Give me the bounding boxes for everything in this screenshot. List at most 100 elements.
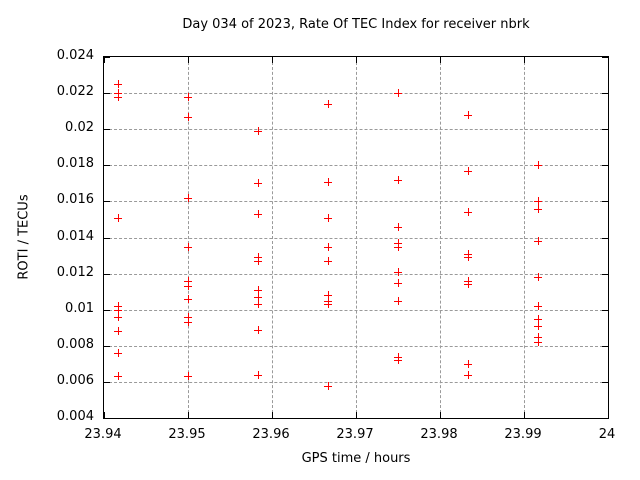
x-tick-mark: [356, 412, 357, 418]
data-point: [324, 256, 333, 265]
data-point: [114, 80, 123, 89]
x-tick-mark: [608, 57, 609, 63]
x-gridline: [356, 57, 357, 418]
data-point: [184, 276, 192, 285]
data-point: [253, 293, 262, 302]
y-tick-mark: [602, 165, 608, 166]
data-point: [324, 242, 333, 251]
y-tick-mark: [602, 274, 608, 275]
data-point: [463, 208, 472, 217]
data-point: [324, 213, 333, 222]
y-tick-mark: [602, 310, 608, 311]
data-point: [114, 372, 123, 381]
y-tick-mark: [602, 382, 608, 383]
data-point: [534, 314, 543, 323]
data-point: [253, 300, 262, 309]
data-point: [534, 197, 543, 206]
x-axis-label: GPS time / hours: [301, 451, 411, 466]
y-tick-mark: [602, 57, 608, 58]
data-point: [394, 175, 402, 184]
data-point: [394, 89, 402, 98]
x-tick-mark: [188, 57, 189, 63]
x-tick-mark: [440, 57, 441, 63]
plot-area: [103, 56, 609, 419]
y-tick-mark: [104, 93, 110, 94]
x-gridline: [440, 57, 441, 418]
y-tick-mark: [104, 201, 110, 202]
data-point: [184, 294, 192, 303]
data-point: [534, 237, 543, 246]
data-point: [114, 349, 123, 358]
x-tick-label: 24: [598, 427, 616, 442]
data-point: [184, 193, 192, 202]
data-point: [253, 325, 262, 334]
y-tick-mark: [602, 418, 608, 419]
x-tick-mark: [608, 412, 609, 418]
data-point: [463, 110, 472, 119]
data-point: [184, 318, 192, 327]
y-tick-mark: [104, 346, 110, 347]
data-point: [114, 327, 123, 336]
data-point: [184, 112, 192, 121]
data-point: [463, 359, 472, 368]
data-point: [534, 161, 543, 170]
data-point: [324, 300, 333, 309]
y-tick-label: 0.016: [56, 192, 94, 207]
data-point: [324, 177, 333, 186]
y-tick-mark: [602, 93, 608, 94]
y-tick-label: 0.006: [56, 373, 94, 388]
x-tick-mark: [272, 412, 273, 418]
data-point: [394, 242, 402, 251]
chart-title: Day 034 of 2023, Rate Of TEC Index for r…: [182, 17, 530, 32]
data-point: [324, 291, 333, 300]
y-tick-mark: [104, 418, 110, 419]
data-point: [253, 285, 262, 294]
y-tick-mark: [602, 201, 608, 202]
x-tick-label: 23.94: [84, 427, 122, 442]
data-point: [324, 99, 333, 108]
y-tick-label: 0.018: [56, 156, 94, 171]
data-point: [184, 92, 192, 101]
y-tick-mark: [602, 346, 608, 347]
x-tick-label: 23.96: [252, 427, 290, 442]
x-gridline: [524, 57, 525, 418]
x-tick-label: 23.98: [420, 427, 458, 442]
data-point: [114, 305, 123, 314]
data-point: [394, 222, 402, 231]
y-tick-mark: [104, 238, 110, 239]
data-point: [253, 210, 262, 219]
data-point: [114, 213, 123, 222]
x-tick-mark: [104, 412, 105, 418]
x-tick-label: 23.97: [336, 427, 374, 442]
data-point: [534, 332, 543, 341]
y-tick-mark: [104, 274, 110, 275]
data-point: [463, 370, 472, 379]
y-tick-label: 0.02: [65, 120, 94, 135]
y-tick-mark: [104, 310, 110, 311]
data-point: [184, 282, 192, 291]
x-tick-mark: [272, 57, 273, 63]
data-point: [534, 338, 543, 347]
x-tick-mark: [440, 412, 441, 418]
y-tick-label: 0.01: [65, 301, 94, 316]
data-point: [324, 381, 333, 390]
data-point: [394, 356, 402, 365]
x-gridline: [188, 57, 189, 418]
y-tick-label: 0.008: [56, 337, 94, 352]
y-tick-mark: [104, 165, 110, 166]
y-tick-mark: [104, 57, 110, 58]
x-tick-mark: [188, 412, 189, 418]
data-point: [253, 370, 262, 379]
data-point: [114, 312, 123, 321]
y-tick-mark: [602, 129, 608, 130]
x-gridline: [272, 57, 273, 418]
x-tick-mark: [524, 57, 525, 63]
data-point: [184, 242, 192, 251]
data-point: [394, 267, 402, 276]
data-point: [184, 372, 192, 381]
y-tick-label: 0.022: [56, 84, 94, 99]
data-point: [253, 179, 262, 188]
data-point: [463, 280, 472, 289]
data-point: [534, 302, 543, 311]
